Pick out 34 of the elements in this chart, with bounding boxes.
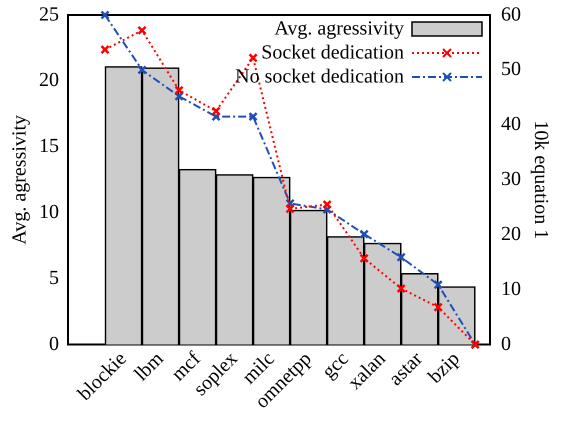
point bbox=[396, 252, 406, 262]
point bbox=[137, 26, 147, 36]
y2-axis-title: 10k equation 1 bbox=[530, 120, 552, 240]
y-axis-title: Avg. agressivity bbox=[8, 114, 30, 245]
point bbox=[285, 204, 295, 214]
point bbox=[100, 44, 110, 54]
y2-tick-label: 60 bbox=[501, 3, 521, 26]
y-tick-label: 0 bbox=[49, 332, 59, 355]
y-tick-label: 20 bbox=[39, 69, 59, 92]
point bbox=[433, 280, 443, 290]
point bbox=[137, 65, 147, 75]
x-tick-label: lbm bbox=[130, 347, 168, 386]
y-tick-label: 25 bbox=[39, 3, 59, 26]
y-tick-label: 15 bbox=[39, 135, 59, 158]
point bbox=[359, 229, 369, 239]
legend-label: Avg. agressivity bbox=[274, 17, 404, 40]
point bbox=[396, 284, 406, 294]
legend-label: Socket dedication bbox=[261, 41, 404, 64]
y2-tick-label: 50 bbox=[501, 58, 521, 80]
point bbox=[248, 53, 258, 63]
point bbox=[433, 302, 443, 312]
point bbox=[100, 10, 110, 20]
y-tick-label: 5 bbox=[49, 266, 59, 289]
y2-tick-label: 20 bbox=[501, 222, 521, 245]
point bbox=[211, 106, 221, 116]
y-tick-label: 10 bbox=[39, 200, 59, 223]
point bbox=[248, 112, 258, 122]
y2-tick-label: 30 bbox=[501, 168, 521, 190]
point bbox=[359, 254, 369, 264]
y2-tick-label: 10 bbox=[501, 278, 521, 300]
y2-tick-label: 0 bbox=[501, 332, 511, 355]
point bbox=[322, 200, 332, 210]
point bbox=[174, 85, 184, 96]
y2-tick-label: 40 bbox=[501, 113, 521, 136]
